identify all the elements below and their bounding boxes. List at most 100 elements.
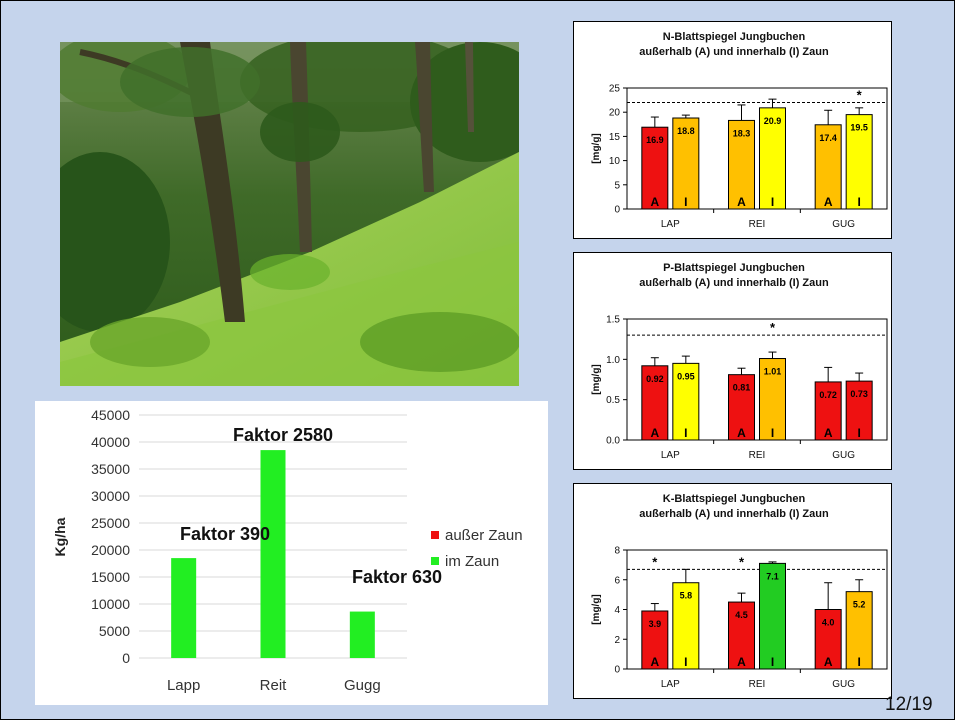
chart-subtitle: außerhalb (A) und innerhalb (I) Zaun — [639, 46, 829, 58]
x-tick-label: REI — [749, 450, 766, 461]
plot-frame — [626, 318, 888, 441]
x-tick-label: LAP — [661, 450, 680, 461]
n-leaf-chart: N-Blattspiegel Jungbuchen außerhalb (A) u… — [591, 31, 888, 230]
page-number: 12/19 — [885, 694, 933, 715]
bar-group-label: I — [771, 195, 774, 209]
bar — [641, 365, 669, 441]
y-tick-label: 30000 — [91, 488, 130, 504]
bar-annotation: Faktor 2580 — [233, 425, 333, 445]
y-tick-label: 5 — [614, 180, 620, 191]
bar-value-label: 0.81 — [733, 383, 751, 393]
p-leaf-chart-panel: P-Blattspiegel Jungbuchen außerhalb (A) u… — [573, 252, 892, 470]
y-tick-label: 5000 — [99, 623, 130, 639]
bar-value-label: 0.95 — [677, 371, 695, 381]
bar-group-label: I — [857, 426, 860, 440]
y-axis-label: [mg/g] — [591, 594, 602, 625]
bar-value-label: 3.9 — [649, 619, 662, 629]
forest-photo — [60, 42, 519, 386]
bar-group-label: A — [650, 426, 659, 440]
bar — [759, 358, 786, 441]
bar-group-label: I — [771, 426, 774, 440]
bar — [759, 562, 786, 670]
y-tick-label: 1.0 — [606, 355, 620, 366]
bar — [171, 558, 197, 658]
bar — [814, 609, 842, 670]
bar-value-label: 4.5 — [735, 610, 748, 620]
bar — [672, 362, 700, 441]
chart-subtitle: außerhalb (A) und innerhalb (I) Zaun — [639, 277, 829, 289]
bar — [672, 117, 700, 210]
k-leaf-chart-panel: K-Blattspiegel Jungbuchen außerhalb (A) u… — [573, 483, 892, 699]
bar — [728, 374, 755, 441]
bar-value-label: 0.92 — [646, 374, 664, 384]
bar-value-label: 5.8 — [680, 591, 693, 601]
legend-label: außer Zaun — [445, 527, 523, 544]
bar — [759, 107, 786, 210]
bar-annotation: Faktor 390 — [180, 524, 270, 544]
chart-title: K-Blattspiegel Jungbuchen — [663, 493, 806, 505]
bar-group-label: A — [737, 655, 746, 669]
y-tick-label: 0.0 — [606, 436, 620, 447]
y-tick-label: 10000 — [91, 596, 130, 612]
y-axis-label: [mg/g] — [591, 133, 602, 164]
bar — [845, 380, 873, 441]
significance-star: * — [857, 88, 863, 103]
x-tick-label: LAP — [661, 219, 680, 230]
y-tick-label: 8 — [614, 546, 620, 557]
bar-group-label: I — [771, 655, 774, 669]
bar-value-label: 1.01 — [764, 367, 782, 377]
x-tick-label: GUG — [832, 219, 855, 230]
bar — [845, 591, 873, 670]
bar-value-label: 19.5 — [850, 123, 868, 133]
y-tick-label: 0 — [122, 650, 130, 666]
bar-group-label: I — [857, 195, 860, 209]
plot-frame — [626, 87, 888, 210]
bar-value-label: 0.73 — [850, 389, 868, 399]
bar-value-label: 18.3 — [733, 128, 751, 138]
significance-star: * — [770, 320, 776, 335]
bar-group-label: A — [650, 655, 659, 669]
p-leaf-chart: P-Blattspiegel Jungbuchen außerhalb (A) u… — [591, 262, 888, 461]
bar — [814, 381, 842, 441]
bar-group-label: I — [857, 655, 860, 669]
bar-group-label: A — [737, 195, 746, 209]
k-leaf-chart: K-Blattspiegel Jungbuchen außerhalb (A) u… — [591, 493, 888, 690]
y-tick-label: 15 — [609, 132, 621, 143]
x-tick-label: LAP — [661, 679, 680, 690]
y-axis-label: Kg/ha — [52, 517, 68, 556]
bar-annotation: Faktor 630 — [352, 567, 442, 587]
x-tick-label: Reit — [260, 677, 288, 694]
bar — [641, 126, 669, 210]
bar-group-label: I — [684, 426, 687, 440]
bar-value-label: 20.9 — [764, 116, 782, 126]
y-tick-label: 4 — [614, 605, 620, 616]
bar — [349, 611, 375, 658]
bar-value-label: 0.72 — [819, 390, 837, 400]
bar-group-label: I — [684, 655, 687, 669]
x-tick-label: REI — [749, 219, 766, 230]
bar-group-label: A — [824, 195, 833, 209]
y-tick-label: 0 — [614, 205, 620, 216]
y-tick-label: 20 — [609, 108, 621, 119]
bar-group-label: A — [737, 426, 746, 440]
bar-group-label: A — [650, 195, 659, 209]
y-tick-label: 20000 — [91, 542, 130, 558]
bar-value-label: 5.2 — [853, 600, 866, 610]
legend-swatch — [431, 557, 439, 565]
bar — [814, 124, 842, 210]
bar-group-label: A — [824, 426, 833, 440]
bar — [672, 582, 700, 670]
y-tick-label: 2 — [614, 635, 620, 646]
bar-value-label: 18.8 — [677, 126, 695, 136]
y-tick-label: 35000 — [91, 461, 130, 477]
x-tick-label: Lapp — [167, 677, 200, 694]
bar-group-label: I — [684, 195, 687, 209]
y-tick-label: 0.5 — [606, 395, 620, 406]
y-tick-label: 40000 — [91, 434, 130, 450]
bar — [641, 610, 669, 670]
bar — [728, 601, 755, 670]
x-tick-label: REI — [749, 679, 766, 690]
significance-star: * — [652, 554, 658, 569]
y-tick-label: 45000 — [91, 407, 130, 423]
